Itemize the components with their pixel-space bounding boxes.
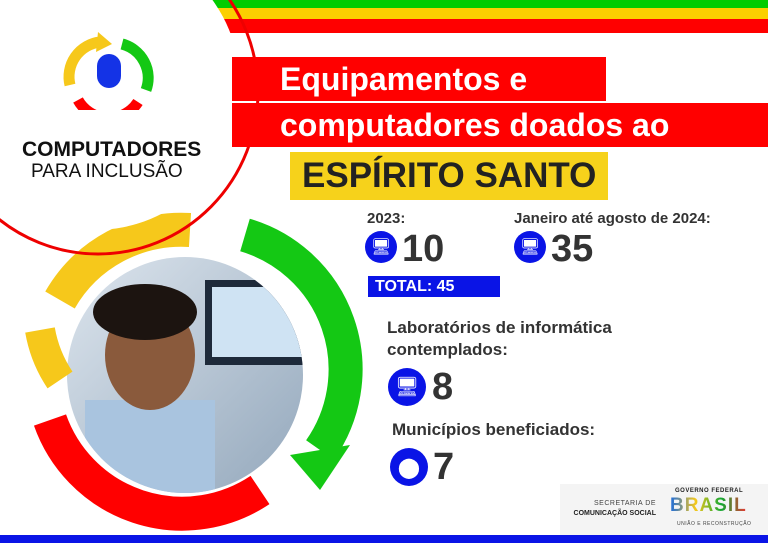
headline-line2: computadores doados ao (232, 103, 768, 147)
bottom-stripe-blue (0, 535, 768, 543)
computer-icon: 🖥 (365, 231, 397, 263)
headline-line1: Equipamentos e (232, 57, 606, 101)
location-pin-icon: ⬤ (390, 448, 428, 486)
logo-subtitle: PARA INCLUSÃO (31, 161, 183, 182)
labs-value: 8 (432, 366, 454, 408)
gov-bottom: UNIÃO E RECONSTRUÇÃO (677, 521, 752, 527)
value-2023: 10 (402, 228, 445, 270)
label-2023: 2023: (367, 210, 406, 227)
municipios-value: 7 (433, 446, 455, 488)
value-2024: 35 (551, 228, 594, 270)
logo-title: COMPUTADORES (22, 138, 202, 161)
municipios-label: Municípios beneficiados: (392, 420, 596, 439)
labs-label-1: Laboratórios de informática (387, 318, 612, 337)
headline-state: ESPÍRITO SANTO (290, 152, 609, 200)
footer-panel (560, 484, 768, 535)
secom-line2: COMUNICAÇÃO SOCIAL (573, 510, 656, 517)
labs-label-2: contemplados: (387, 340, 508, 359)
computer-icon: 🖥 (388, 368, 426, 406)
top-stripe-yellow (0, 8, 768, 19)
top-stripe-green (0, 0, 768, 8)
label-2024: Janeiro até agosto de 2024: (514, 210, 711, 227)
computer-icon: 🖥 (514, 231, 546, 263)
secom-line1: SECRETARIA DE (594, 500, 656, 507)
gov-top: GOVERNO FEDERAL (675, 488, 744, 494)
mouse-recycle-icon (63, 32, 154, 110)
child-photo (67, 257, 303, 493)
total-badge: TOTAL: 45 (368, 276, 500, 297)
gov-brand-logo: BRASIL (670, 495, 747, 516)
logo-circle (0, 0, 240, 230)
